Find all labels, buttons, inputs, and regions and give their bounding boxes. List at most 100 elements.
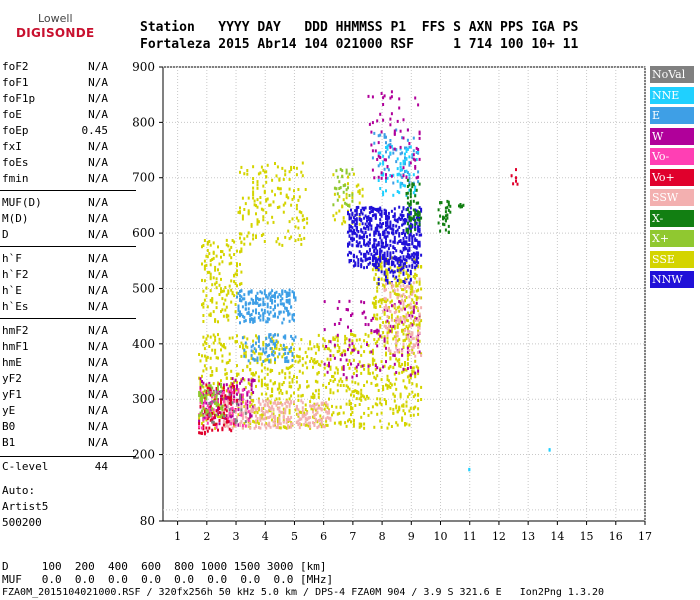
data-point (214, 398, 217, 402)
data-point (367, 262, 370, 266)
data-point (405, 192, 408, 196)
data-point (222, 397, 225, 400)
data-point (387, 328, 390, 332)
data-point (220, 287, 222, 291)
data-point (225, 243, 228, 247)
data-point (370, 224, 373, 228)
x-tick-label: 14 (550, 530, 564, 543)
data-point (404, 152, 406, 156)
data-point (376, 266, 379, 269)
data-point (239, 282, 241, 286)
data-point (231, 377, 234, 381)
data-point (386, 217, 389, 221)
data-point (338, 349, 341, 353)
data-point (405, 368, 408, 372)
data-point (383, 284, 386, 288)
param-name: C-level (2, 460, 49, 473)
data-point (414, 276, 417, 280)
data-point (240, 247, 243, 251)
data-point (304, 403, 307, 407)
x-tick-label: 8 (379, 530, 386, 543)
data-point (322, 337, 325, 341)
data-point (408, 281, 411, 285)
data-point (239, 211, 241, 215)
data-point (412, 310, 415, 314)
data-point (354, 261, 357, 265)
data-point (281, 289, 284, 293)
data-point (395, 341, 398, 345)
data-point (395, 406, 398, 410)
data-point (392, 337, 395, 341)
data-point (404, 258, 406, 262)
data-point (316, 343, 319, 347)
data-point (392, 366, 395, 370)
data-point (411, 225, 414, 229)
data-point (336, 412, 339, 416)
data-point (300, 399, 303, 403)
data-point (214, 265, 217, 269)
data-point (411, 337, 414, 341)
data-point (211, 411, 214, 415)
data-point (215, 409, 218, 413)
data-point (255, 358, 257, 362)
data-point (241, 217, 244, 221)
data-point (332, 375, 335, 379)
data-point (240, 405, 243, 409)
data-point (209, 393, 212, 397)
data-point (418, 240, 421, 244)
data-point (317, 419, 320, 423)
param-row-md: M(D) N/A (2, 212, 108, 226)
data-point (269, 306, 272, 309)
data-point (385, 135, 387, 139)
data-point (418, 130, 421, 134)
data-point (342, 365, 345, 369)
data-point (399, 168, 402, 172)
data-point (237, 210, 240, 214)
data-point (389, 142, 392, 146)
data-point (201, 262, 203, 266)
data-point (246, 345, 249, 349)
data-point (221, 344, 224, 348)
data-point (417, 369, 420, 373)
data-point (417, 318, 420, 322)
data-point (376, 207, 379, 211)
data-point (415, 289, 418, 293)
data-point (249, 242, 252, 246)
data-point (281, 297, 284, 301)
data-point (367, 323, 370, 327)
data-point (278, 205, 281, 209)
data-point (437, 208, 440, 212)
data-point (310, 404, 313, 408)
data-point (417, 288, 420, 292)
data-point (548, 448, 551, 452)
data-point (329, 365, 332, 369)
data-point (383, 212, 386, 215)
data-point (382, 245, 385, 249)
data-point (373, 338, 376, 342)
data-point (290, 425, 293, 429)
data-point (443, 216, 446, 220)
data-point (408, 303, 411, 307)
data-point (212, 400, 215, 404)
data-point (370, 411, 373, 415)
data-point (262, 347, 265, 351)
header-labels: Station YYYY DAY DDD HHMMSS P1 FFS S AXN… (140, 20, 579, 35)
data-point (385, 278, 387, 282)
data-point (246, 337, 249, 341)
data-point (276, 295, 279, 299)
data-point (344, 334, 347, 338)
data-point (341, 169, 344, 173)
data-point (350, 225, 352, 229)
data-point (406, 362, 409, 366)
data-point (253, 316, 256, 320)
data-point (374, 260, 377, 264)
data-point (231, 414, 234, 418)
data-point (399, 249, 402, 253)
data-point (398, 281, 401, 285)
data-point (246, 234, 249, 238)
data-point (211, 415, 214, 419)
data-point (377, 230, 380, 234)
data-point (402, 136, 405, 140)
data-point (398, 320, 401, 324)
data-point (392, 251, 395, 255)
